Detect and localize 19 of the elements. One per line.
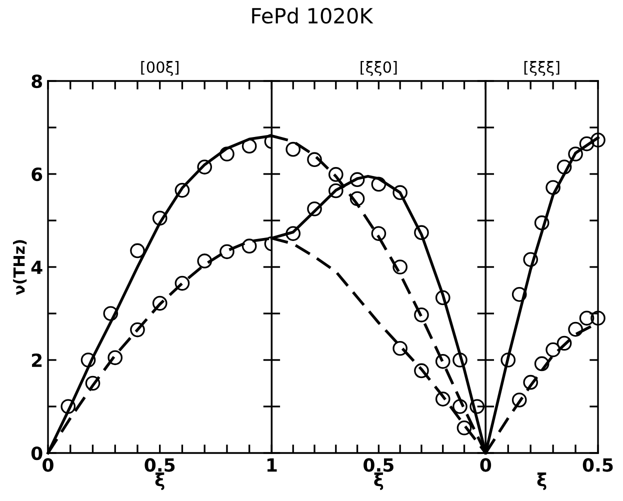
x-tick-label: 0.5 — [144, 458, 175, 472]
x-axis-title: ξ — [155, 472, 164, 490]
chart-title: FePd 1020K — [252, 8, 374, 24]
chart-subtitle: [00ξ] — [141, 61, 178, 76]
x-tick-label: 0 — [480, 458, 492, 472]
x-axis-title: ξ — [374, 472, 384, 490]
y-tick-label: 4 — [31, 260, 42, 274]
x-axis-title: ξ — [537, 472, 546, 490]
x-tick-label: 1 — [267, 458, 277, 472]
x-tick-label: 0 — [42, 458, 54, 472]
y-tick-label: 2 — [32, 353, 42, 367]
y-axis-title: ν(THz) — [13, 240, 27, 296]
y-tick-label: 6 — [32, 167, 42, 182]
chart-subtitle: [ξξξ] — [524, 61, 560, 76]
y-tick-label: 0 — [31, 446, 42, 460]
x-tick-label: 0.5 — [582, 458, 613, 472]
y-tick-label: 8 — [32, 74, 42, 88]
x-tick-label: 0.5 — [364, 458, 394, 472]
chart-subtitle: [ξξ0] — [360, 61, 397, 76]
